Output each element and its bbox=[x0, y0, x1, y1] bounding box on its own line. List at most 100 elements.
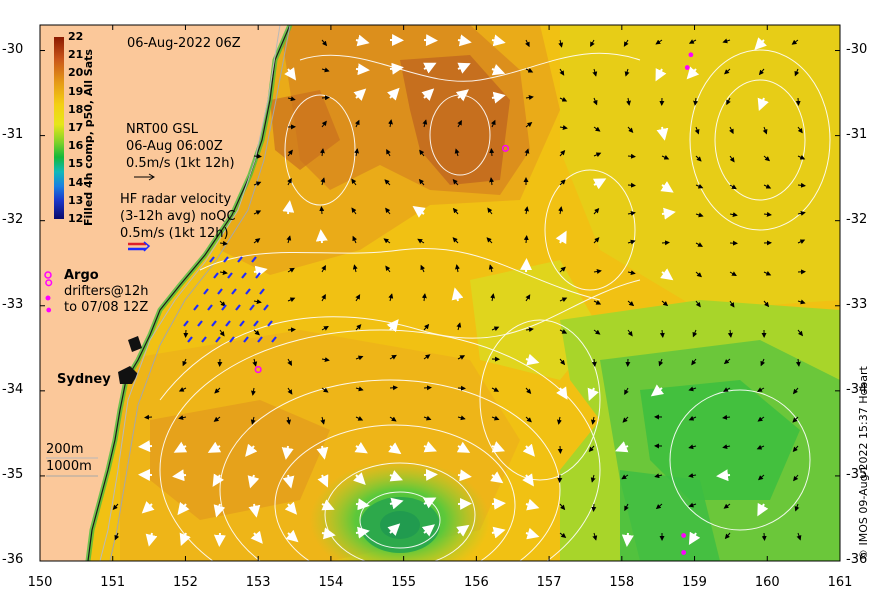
x-tick-label: 160 bbox=[754, 575, 780, 590]
current-arrow bbox=[321, 357, 330, 363]
current-arrow bbox=[281, 445, 294, 460]
current-arrow bbox=[253, 329, 260, 336]
current-arrow bbox=[723, 503, 731, 509]
current-arrow bbox=[287, 96, 296, 102]
current-arrow bbox=[794, 68, 800, 77]
y-tick-label-left: -34 bbox=[2, 381, 24, 397]
current-arrow bbox=[627, 210, 636, 216]
current-arrow bbox=[421, 524, 435, 537]
current-arrow bbox=[591, 358, 597, 367]
argo-marker-icon bbox=[44, 271, 52, 279]
current-arrow bbox=[321, 527, 336, 540]
current-arrow bbox=[355, 324, 362, 331]
current-arrow bbox=[247, 474, 260, 489]
current-arrow bbox=[621, 474, 629, 480]
current-arrow bbox=[486, 237, 493, 244]
current-arrow bbox=[593, 300, 602, 305]
depth-1000-label: 1000m bbox=[46, 459, 92, 474]
current-arrow bbox=[141, 500, 155, 514]
current-arrow bbox=[454, 264, 460, 273]
current-arrow bbox=[456, 524, 470, 537]
current-arrow bbox=[219, 329, 225, 337]
radar-vector bbox=[239, 320, 245, 327]
current-arrow bbox=[423, 415, 432, 421]
radar-vector bbox=[235, 304, 241, 311]
current-arrow bbox=[219, 240, 228, 246]
current-arrow bbox=[716, 469, 731, 482]
current-arrow bbox=[660, 268, 674, 281]
current-arrow bbox=[797, 182, 806, 188]
current-arrow bbox=[452, 207, 459, 215]
current-arrow bbox=[729, 184, 737, 190]
current-arrow bbox=[627, 329, 633, 337]
current-arrow bbox=[523, 235, 529, 244]
radar-vector bbox=[215, 336, 221, 343]
current-arrow bbox=[593, 126, 601, 132]
y-tick-label-left: -31 bbox=[2, 126, 24, 142]
current-arrow bbox=[695, 183, 704, 189]
drifter-marker bbox=[681, 533, 687, 538]
current-arrow bbox=[520, 258, 533, 273]
current-arrow bbox=[384, 179, 391, 186]
current-arrow bbox=[387, 523, 401, 536]
current-arrow bbox=[173, 441, 188, 453]
current-arrow bbox=[593, 269, 602, 274]
current-arrow bbox=[693, 97, 699, 106]
drifter-marker bbox=[684, 65, 690, 70]
current-arrow bbox=[758, 68, 765, 76]
colorbar-label: 19 bbox=[68, 84, 84, 98]
current-arrow bbox=[386, 148, 391, 157]
current-arrow bbox=[491, 526, 506, 539]
current-arrow bbox=[655, 39, 663, 45]
current-arrow bbox=[253, 299, 262, 305]
current-arrow bbox=[355, 294, 361, 302]
current-arrow bbox=[797, 299, 806, 305]
current-arrow bbox=[418, 178, 425, 186]
current-arrow bbox=[624, 387, 629, 396]
current-arrow bbox=[321, 387, 329, 393]
radar-legend-line3: 0.5m/s (1kt 12h) bbox=[120, 226, 229, 241]
x-tick-label: 153 bbox=[245, 575, 271, 590]
current-arrow bbox=[729, 271, 737, 277]
current-arrow bbox=[525, 68, 534, 73]
current-arrow bbox=[757, 502, 769, 517]
current-arrow bbox=[590, 416, 596, 425]
current-arrow bbox=[694, 126, 700, 135]
radar-vector bbox=[209, 256, 215, 263]
current-arrow bbox=[321, 265, 326, 273]
current-arrow bbox=[661, 207, 676, 220]
current-arrow bbox=[558, 39, 564, 48]
y-tick-label-left: -30 bbox=[2, 41, 24, 57]
current-arrow bbox=[354, 441, 368, 454]
radar-vector bbox=[243, 336, 249, 343]
current-arrow bbox=[623, 39, 629, 47]
current-arrow bbox=[695, 155, 702, 162]
current-arrow bbox=[695, 271, 702, 278]
current-arrow bbox=[213, 503, 226, 518]
colorbar-label: 17 bbox=[68, 121, 84, 134]
current-arrow bbox=[797, 210, 806, 216]
current-arrow bbox=[754, 37, 767, 51]
current-arrow bbox=[316, 445, 329, 460]
current-arrow bbox=[559, 297, 568, 303]
current-arrow bbox=[253, 153, 262, 159]
current-arrow bbox=[178, 387, 187, 392]
current-arrow bbox=[385, 207, 391, 215]
current-arrow bbox=[559, 532, 567, 539]
current-arrow bbox=[592, 178, 607, 190]
current-arrow bbox=[145, 532, 158, 547]
current-arrow bbox=[587, 387, 599, 402]
radar-vector bbox=[271, 336, 277, 343]
current-arrow bbox=[756, 444, 765, 450]
current-arrow bbox=[353, 472, 366, 486]
current-arrow bbox=[695, 212, 704, 218]
colorbar-label: 22 bbox=[68, 30, 84, 43]
current-arrow bbox=[688, 444, 697, 450]
current-arrow bbox=[795, 97, 801, 106]
current-arrow bbox=[525, 498, 540, 511]
current-arrow bbox=[559, 329, 568, 334]
current-arrow bbox=[763, 271, 772, 276]
current-arrow bbox=[287, 297, 296, 303]
current-arrow bbox=[793, 474, 799, 482]
